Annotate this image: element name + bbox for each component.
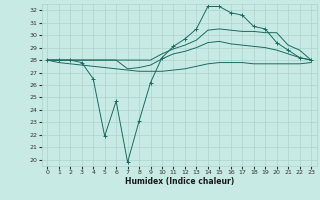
X-axis label: Humidex (Indice chaleur): Humidex (Indice chaleur) [124, 177, 234, 186]
